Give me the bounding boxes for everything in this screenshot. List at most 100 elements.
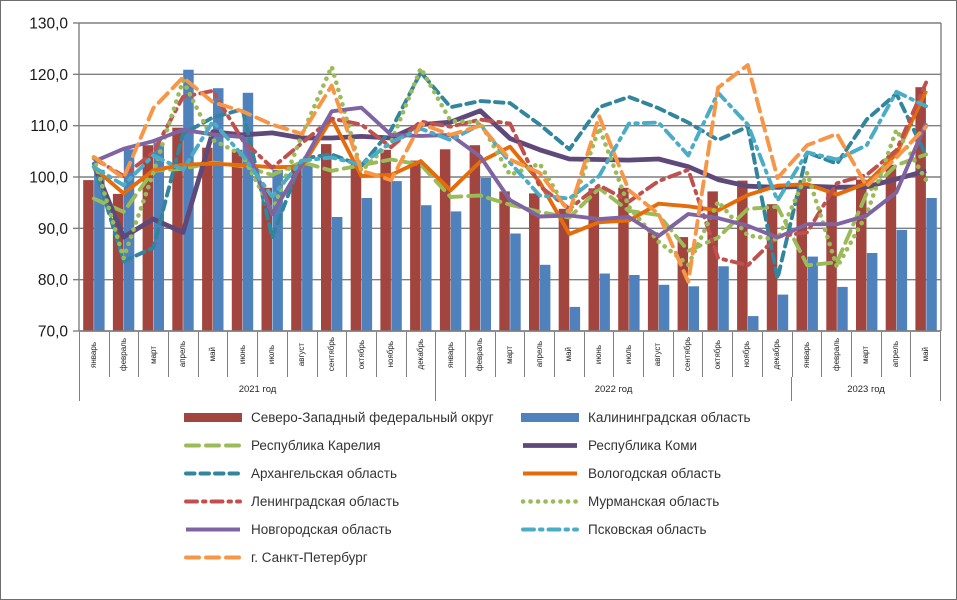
x-month-label: август [297,342,307,367]
legend-line-swatch [521,527,579,532]
legend-item: Новгородская область [184,522,521,537]
bar [539,264,551,331]
bar [242,92,254,331]
x-month-cell: сентябрь [316,332,347,377]
x-month-label: сентябрь [326,337,336,372]
bar [618,187,629,331]
bar [688,286,699,331]
x-month-label: апрель [178,341,188,368]
bar [837,286,848,331]
bar [331,217,343,331]
bar [391,181,402,331]
x-month-cell: май [197,332,228,377]
x-month-label: май [564,347,574,362]
x-month-label: сентябрь [683,337,693,372]
legend-label: Архангельская область [251,466,398,481]
bar [480,178,491,331]
y-axis-label: 100,0 [29,170,68,187]
legend-line-swatch [523,443,577,448]
x-month-cell: апрель [524,332,554,377]
x-year-label: 2021 год [238,383,277,395]
swatch-rect [521,413,579,422]
x-month-label: декабрь [772,339,782,370]
bar [718,266,729,331]
bar [748,316,759,331]
bar [856,179,867,331]
bar [261,187,272,331]
bar [499,191,510,331]
legend-line-swatch [521,499,579,504]
x-month-cell: октябрь [702,332,732,377]
x-year-cell: 2022 год [435,377,791,401]
x-month-label: май [920,347,930,362]
x-month-label: март [861,345,871,364]
x-month-label: апрель [890,341,900,368]
bar [737,180,748,331]
bar [231,149,243,331]
legend-line-swatch [184,443,242,448]
bar [291,165,302,331]
legend-item: Вологодская область [521,466,824,481]
x-month-cell: сентябрь [672,332,703,377]
bar [766,204,778,331]
swatch-rect [184,413,242,422]
bar [469,145,481,331]
bar [707,191,718,331]
bar [439,149,451,331]
bar [410,160,421,331]
x-month-cell: ноябрь [375,332,406,377]
legend-line-swatch [523,471,577,476]
bar [202,147,213,331]
x-axis-month-band: январь февраль март апрель май июнь июль август… [79,332,941,377]
bar [529,193,540,331]
legend-item: г. Санкт-Петербург [184,550,521,565]
legend-line-swatch [184,555,242,560]
x-month-label: март [148,345,158,364]
legend-label: Ленинградская область [251,494,400,509]
x-month-label: июль [623,344,633,365]
x-month-cell: декабрь [405,332,436,377]
bar [777,294,789,331]
line-series-5 [91,64,929,270]
bar [142,145,154,331]
x-month-cell: январь [435,332,465,377]
bar [599,273,610,331]
x-month-cell: январь [79,332,109,377]
x-month-label: февраль [119,337,129,371]
bar [826,187,837,331]
legend-item: Архангельская область [184,466,521,481]
legend: Северо-Западный федеральный округ Калинин… [184,410,824,565]
x-month-cell: март [138,332,168,377]
legend-item: Северо-Западный федеральный округ [184,410,521,425]
x-axis-year-band: 2021 год 2022 год 2023 год [79,377,941,401]
bar [421,205,432,331]
x-month-label: февраль [831,337,841,371]
bar [915,87,926,331]
bar [123,149,135,331]
x-month-cell: март [494,332,525,377]
x-month-cell: апрель [168,332,198,377]
bar-series-1 [94,69,937,331]
x-month-label: август [653,342,663,367]
legend-item: Мурманская область [521,494,824,509]
legend-label: Новгородская область [251,522,392,537]
bar [677,237,689,331]
legend-label: Псковская область [588,522,707,537]
x-month-cell: февраль [464,332,495,377]
x-month-label: октябрь [356,339,366,370]
y-axis-label: 120,0 [29,67,68,84]
x-year-label: 2023 год [847,383,885,395]
y-axis-label: 130,0 [29,16,68,33]
legend-item: Республика Коми [521,438,824,453]
bar [569,306,581,331]
bar [302,165,313,331]
x-month-label: декабрь [415,339,425,370]
x-month-cell: январь [791,332,822,377]
x-month-cell: июль [257,332,287,377]
x-month-label: июнь [594,344,604,365]
legend-label: Республика Карелия [251,438,381,453]
bar [866,253,878,331]
x-month-label: ноябрь [742,341,752,368]
legend-label: Мурманская область [588,494,720,509]
